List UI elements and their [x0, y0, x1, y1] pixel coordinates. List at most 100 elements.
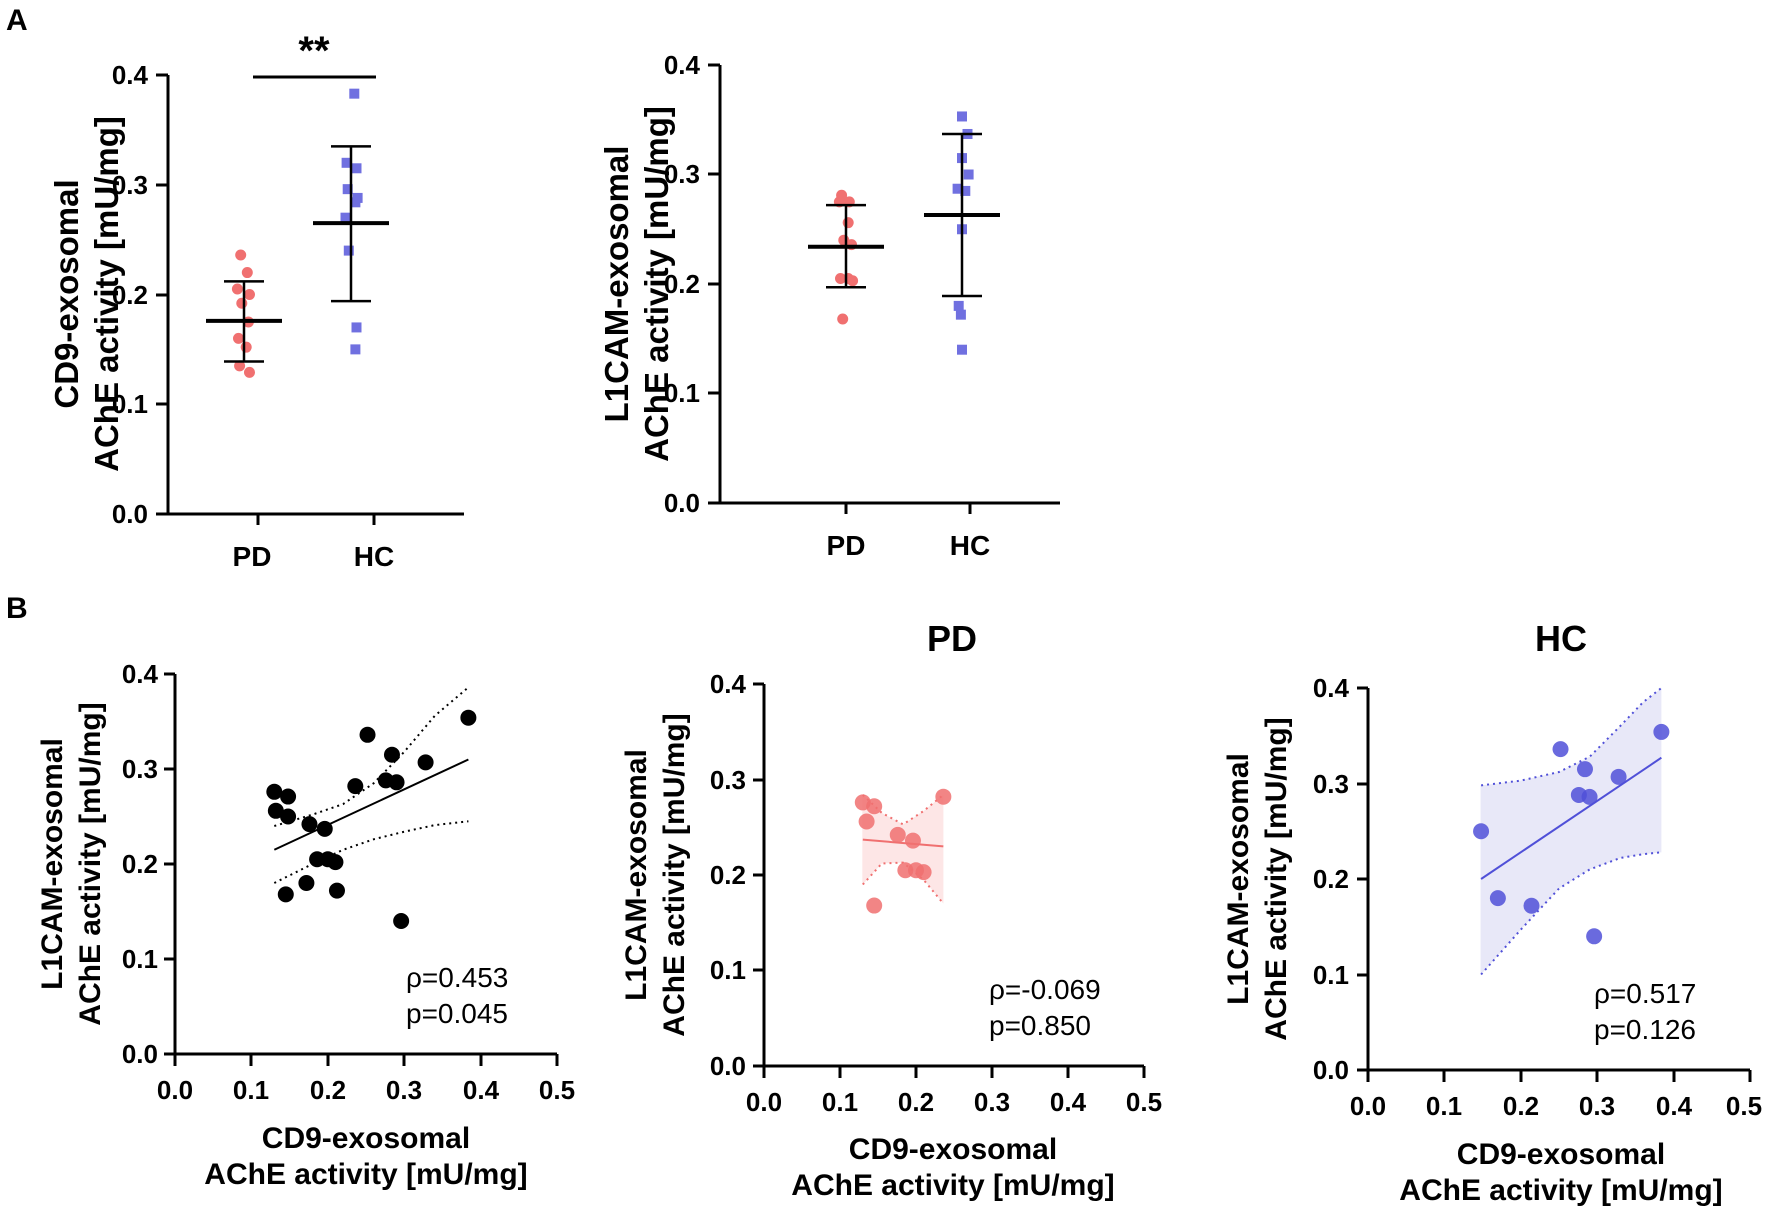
- y-tick-label: 0.3: [1313, 769, 1349, 799]
- y-tick-label: 0.1: [710, 955, 746, 985]
- data-point: [904, 832, 921, 849]
- x-axis: PD HC: [168, 512, 464, 572]
- y-axis-label-line1: L1CAM-exosomal: [36, 738, 69, 990]
- data-marks: [808, 111, 1000, 355]
- data-point: [1610, 768, 1627, 785]
- data-point: [1586, 928, 1603, 945]
- data-point: [1653, 723, 1670, 740]
- y-axis: 0.0 0.1 0.2 0.3 0.4: [122, 659, 177, 1069]
- data-point-hc: [957, 111, 967, 122]
- correlation-pd: PD 0.0 0.1 0.2 0.3 0.4 0.0 0.1 0.2 0.3: [620, 618, 1162, 1202]
- data-point: [417, 754, 434, 771]
- y-axis-label-line2: AChE activity [mU/mg]: [658, 713, 691, 1036]
- y-axis-label-line1: L1CAM-exosomal: [598, 146, 635, 423]
- data-point: [383, 746, 400, 763]
- regression-line: [1480, 756, 1662, 880]
- correlation-hc: HC 0.0 0.1 0.2 0.3 0.4 0.0 0.1 0.2 0.3: [1222, 618, 1762, 1207]
- panel-label-a: A: [6, 4, 28, 37]
- y-tick-label: 0.0: [710, 1051, 746, 1081]
- data-point-hc: [340, 212, 351, 223]
- x-tick-label: 0.4: [1050, 1087, 1087, 1117]
- y-axis-label-line2: AChE activity [mU/mg]: [74, 702, 107, 1025]
- y-tick-label: 0.4: [664, 50, 701, 80]
- category-label-hc: HC: [950, 530, 990, 561]
- data-point: [316, 820, 333, 837]
- x-tick-label: 0.2: [898, 1087, 934, 1117]
- y-axis-label-line2: AChE activity [mU/mg]: [1260, 717, 1293, 1040]
- data-point-hc: [343, 245, 354, 256]
- data-point-pd: [835, 273, 846, 285]
- data-point-hc: [963, 169, 974, 180]
- data-point: [328, 882, 345, 899]
- subplot-title: HC: [1535, 618, 1587, 659]
- ci-upper-line: [274, 686, 470, 827]
- data-point: [267, 802, 284, 819]
- x-axis-label-line2: AChE activity [mU/mg]: [204, 1158, 527, 1191]
- y-tick-label: 0.4: [1313, 673, 1350, 703]
- y-tick-label: 0.4: [710, 669, 747, 699]
- data-point: [280, 808, 297, 825]
- y-tick-label: 0.3: [664, 159, 700, 189]
- regression-line: [273, 758, 469, 851]
- p-annotation: p=0.045: [406, 998, 508, 1029]
- y-tick-label: 0.0: [112, 499, 148, 529]
- y-tick-label: 0.0: [1313, 1055, 1349, 1085]
- data-point: [298, 875, 315, 891]
- x-tick-label: 0.5: [1726, 1091, 1762, 1121]
- data-marks: [206, 88, 389, 378]
- regression-line: [862, 838, 944, 848]
- y-tick-label: 0.1: [112, 389, 148, 419]
- x-tick-label: 0.5: [539, 1075, 575, 1105]
- y-tick-label: 0.3: [122, 754, 158, 784]
- data-point: [280, 788, 297, 805]
- p-annotation: p=0.850: [989, 1010, 1091, 1041]
- x-axis-label-line2: AChE activity [mU/mg]: [791, 1169, 1114, 1202]
- x-tick-label: 0.1: [1426, 1091, 1462, 1121]
- y-tick-label: 0.4: [122, 659, 159, 689]
- subplot-title: PD: [927, 618, 977, 659]
- data-point: [1473, 823, 1490, 840]
- category-label-pd: PD: [233, 541, 272, 572]
- y-axis: 0.0 0.1 0.2 0.3 0.4: [1313, 673, 1370, 1085]
- y-axis: 0.0 0.1 0.2 0.3 0.4: [664, 50, 722, 518]
- rho-annotation: ρ=-0.069: [989, 974, 1101, 1005]
- data-marks: [854, 788, 952, 914]
- data-point-pd: [240, 341, 252, 353]
- rho-annotation: ρ=0.453: [406, 962, 508, 993]
- data-point-pd: [235, 249, 247, 261]
- data-point: [388, 774, 405, 791]
- y-tick-label: 0.0: [122, 1039, 158, 1069]
- data-point-hc: [955, 309, 966, 320]
- rho-annotation: ρ=0.517: [1594, 978, 1696, 1009]
- x-tick-label: 0.4: [1656, 1091, 1693, 1121]
- x-tick-label: 0.3: [974, 1087, 1010, 1117]
- data-marks: [266, 686, 477, 929]
- data-point: [915, 864, 932, 881]
- ci-lower-line: [273, 820, 469, 884]
- y-axis-label-line1: CD9-exosomal: [48, 179, 85, 408]
- x-axis-label-line1: CD9-exosomal: [1457, 1138, 1665, 1171]
- x-tick-label: 0.1: [233, 1075, 269, 1105]
- data-point: [866, 897, 883, 914]
- data-point-pd: [244, 289, 255, 300]
- y-axis: 0.0 0.1 0.2 0.3 0.4: [112, 60, 170, 529]
- y-tick-label: 0.2: [112, 280, 148, 310]
- data-point-pd: [236, 297, 248, 309]
- cd9-dot-plot: 0.0 0.1 0.2 0.3 0.4 PD HC CD9-exosomal A…: [48, 29, 464, 572]
- data-point-hc: [957, 344, 967, 355]
- data-point: [1489, 890, 1506, 907]
- data-point-pd: [231, 283, 243, 295]
- data-point: [1581, 788, 1598, 805]
- category-label-hc: HC: [354, 541, 394, 572]
- data-point-pd: [837, 313, 849, 325]
- data-point: [266, 783, 283, 800]
- y-tick-label: 0.2: [664, 269, 700, 299]
- y-tick-label: 0.4: [112, 60, 149, 90]
- x-tick-label: 0.2: [1503, 1091, 1539, 1121]
- correlation-all: 0.0 0.1 0.2 0.3 0.4 0.0 0.1 0.2 0.3 0.4 …: [36, 659, 575, 1191]
- x-axis: 0.0 0.1 0.2 0.3 0.4 0.5: [746, 1064, 1162, 1117]
- data-point-hc: [350, 197, 361, 208]
- data-point: [301, 816, 318, 833]
- data-point: [359, 726, 376, 743]
